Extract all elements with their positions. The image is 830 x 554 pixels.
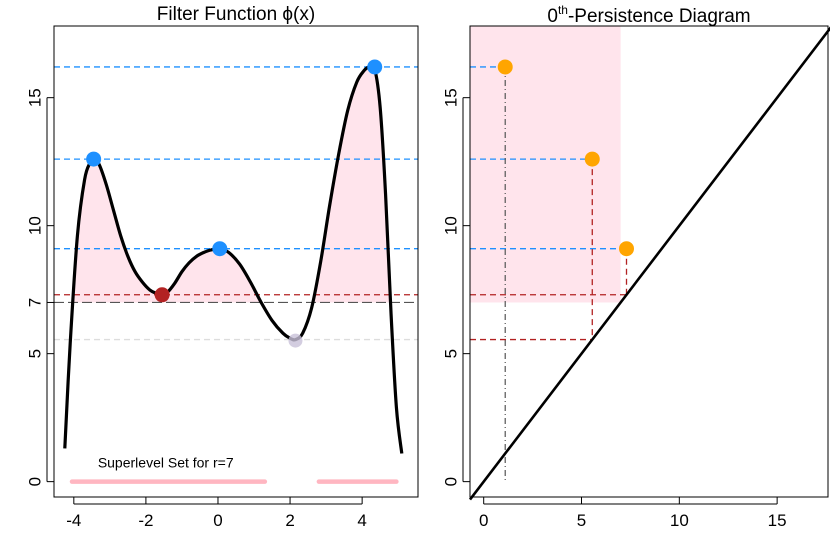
- left-x-tick-label-2: 0: [213, 511, 222, 530]
- right-axes: 0 5 10 15 0 5 10 15: [442, 88, 787, 530]
- left-x-tick-label-3: 2: [285, 511, 294, 530]
- persistence-point-1: [584, 151, 600, 167]
- diagonal-line: [468, 26, 830, 501]
- left-x-tick-label-0: -4: [66, 511, 81, 530]
- local-max-point-0: [86, 151, 102, 167]
- right-y-tick-label-2: 10: [442, 216, 461, 235]
- right-y-tick-label-3: 15: [442, 88, 461, 107]
- superlevel-fill-1: [312, 67, 391, 303]
- right-x-tick-label-0: 0: [479, 511, 488, 530]
- left-y-tick-label-2: 7: [26, 298, 45, 307]
- right-y-tick-label-0: 0: [442, 477, 461, 486]
- right-x-tick-label-3: 15: [768, 511, 787, 530]
- local-max-point-2: [367, 59, 383, 75]
- saddle-point: [154, 287, 170, 303]
- right-y-tick-label-1: 5: [442, 349, 461, 358]
- diagonal-line-group: [468, 26, 830, 501]
- reference-lines: [54, 66, 418, 341]
- left-y-tick-label-1: 5: [26, 349, 45, 358]
- local-min-point: [288, 333, 303, 348]
- left-axes: -4 -2 0 2 4 0 5 7 10 15: [26, 88, 367, 530]
- persistence-point-2: [619, 241, 635, 257]
- left-plot-frame: [53, 25, 419, 498]
- left-y-tick-label-4: 15: [26, 88, 45, 107]
- right-x-tick-label-1: 5: [577, 511, 586, 530]
- filter-function-panel: Superlevel Set for r=7 -4 -2 0 2 4 0 5 7 10 15 Fi…: [26, 4, 419, 530]
- local-max-point-1: [212, 241, 228, 257]
- critical-points: [86, 59, 383, 348]
- left-y-tick-label-3: 10: [26, 216, 45, 235]
- persistence-point-0: [497, 59, 513, 75]
- persistence-points: [497, 59, 635, 257]
- right-x-tick-label-2: 10: [670, 511, 689, 530]
- right-chart-title: 0th-Persistence Diagram: [547, 3, 750, 27]
- left-x-tick-label-1: -2: [138, 511, 153, 530]
- right-title-rest: -Persistence Diagram: [568, 6, 751, 27]
- left-y-tick-label-0: 0: [26, 477, 45, 486]
- superlevel-fill-regions: [73, 67, 391, 303]
- right-plot-frame: [469, 25, 829, 498]
- left-chart-title: Filter Function ϕ(x): [157, 4, 315, 25]
- superlevel-annotation: Superlevel Set for r=7: [98, 455, 234, 471]
- right-title-main: 0: [547, 6, 558, 27]
- right-title-sup: th: [558, 3, 568, 17]
- left-x-tick-label-4: 4: [357, 511, 366, 530]
- guide-lines: [470, 66, 628, 482]
- superlevel-fill-0: [73, 159, 262, 303]
